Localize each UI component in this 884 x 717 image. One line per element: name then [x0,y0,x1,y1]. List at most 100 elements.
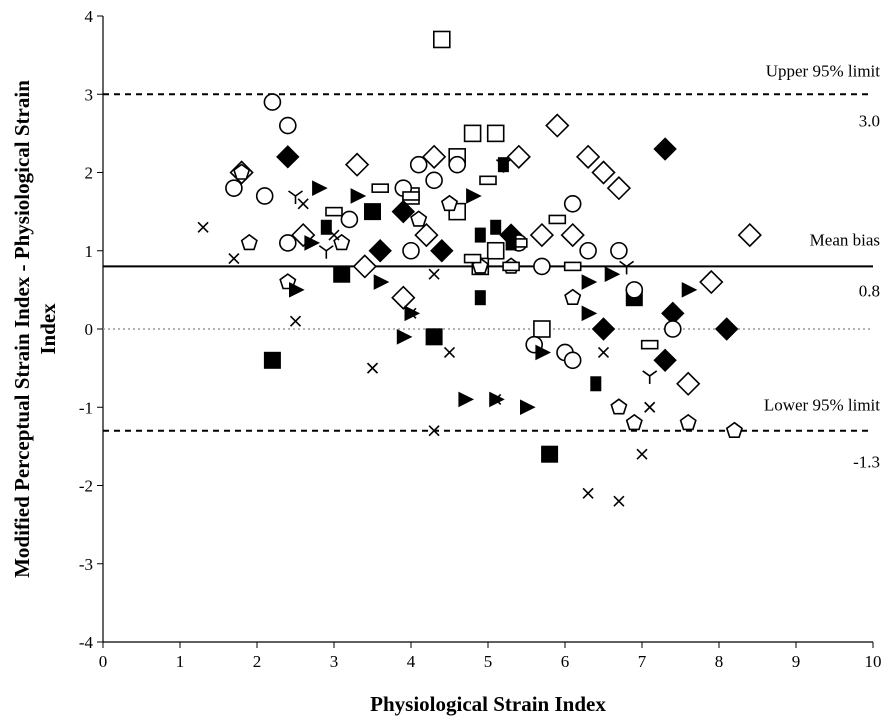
data-point-x [297,198,309,210]
upper-limit-label: Upper 95% limit [766,61,881,80]
data-point-open-square [486,124,505,143]
x-tick-label: 3 [330,652,339,671]
data-point-filled-diamond [591,317,616,341]
data-point-filled-rect [490,219,502,235]
data-point-open-circle [255,187,274,205]
y-axis-title-line1: Modified Perceptual Strain Index - Physi… [10,80,34,578]
data-point-x [636,448,648,460]
data-point-filled-diamond [368,239,392,263]
data-point-x [490,393,502,405]
x-tick-label: 4 [407,652,416,671]
data-point-filled-square [425,328,443,346]
data-point-open-pentagon [410,210,428,227]
x-tick-label: 7 [638,652,647,671]
annotations: Upper 95% limit 3.0 Mean bias 0.8 Lower … [764,61,880,471]
data-point-open-pentagon [564,288,582,306]
data-point-open-circle [263,93,282,111]
data-point-open-circle [625,281,644,299]
y-tick-label: -3 [79,555,93,574]
data-point-open-square [432,30,451,49]
data-point-open-rect [371,183,390,193]
data-point-open-diamond [575,144,601,169]
data-point-x [613,495,625,507]
lower-limit-label: Lower 95% limit [764,396,880,415]
data-point-filled-rect [590,376,602,392]
data-point-open-diamond [414,222,439,248]
data-point-open-circle [579,241,597,260]
data-point-filled-triangle-right [581,274,598,290]
data-point-open-pentagon [440,194,459,212]
x-tick-label: 2 [253,652,262,671]
y-tick-label: 0 [85,320,94,339]
data-point-filled-triangle-right [604,266,621,283]
data-point-open-diamond [699,269,724,295]
y-tick-label: 1 [85,242,94,261]
data-point-open-circle [402,241,420,260]
data-point-open-diamond [560,222,585,248]
data-point-filled-triangle-right [466,188,482,204]
data-point-open-circle [563,351,582,370]
x-tick-label: 0 [99,652,108,671]
data-point-open-pentagon [725,421,743,439]
data-point-filled-square [263,351,281,369]
y-tick-label: -1 [79,398,93,417]
data-point-open-pentagon [610,398,628,415]
data-point-open-circle [533,257,551,276]
data-point-x [582,487,594,499]
x-tick-label: 5 [484,652,493,671]
data-point-open-circle [448,155,467,174]
data-point-filled-triangle-right [350,188,367,204]
data-point-x [228,253,240,265]
data-point-filled-rect [474,290,486,306]
data-point-open-diamond [391,285,416,310]
data-point-open-rect [479,175,497,186]
data-point-tri-y [642,370,658,384]
data-point-filled-triangle-right [304,235,321,251]
data-point-filled-triangle-right [289,282,305,298]
axes: 0 1 2 3 4 5 6 7 8 9 10 -4 -3 -2 -1 0 1 2 3 4 [79,7,882,671]
data-point-filled-diamond [653,137,677,161]
data-point-open-pentagon [625,413,643,431]
mean-bias-label: Mean bias [810,230,880,249]
data-point-open-circle [278,234,297,252]
y-tick-label: 3 [85,85,94,104]
data-point-open-circle [425,171,443,190]
data-point-filled-triangle-right [373,274,390,290]
x-tick-label: 9 [792,652,801,671]
data-point-filled-triangle-right [396,329,413,345]
data-point-tri-y [288,190,303,204]
data-point-open-diamond [344,152,370,177]
mean-bias-value: 0.8 [859,281,880,300]
data-point-x [366,362,379,374]
upper-limit-value: 3.0 [859,111,880,130]
data-point-open-diamond [529,222,555,248]
data-point-open-square [463,124,482,143]
data-point-x [597,346,610,359]
data-point-open-circle [563,195,582,213]
data-point-open-rect [563,261,582,272]
data-point-open-circle [663,320,682,338]
data-point-filled-diamond [653,348,677,373]
data-point-open-circle [225,179,243,197]
data-point-filled-rect [505,235,517,251]
x-tick-label: 1 [176,652,185,671]
data-point-open-circle [278,116,297,135]
data-point-x [428,425,440,437]
x-axis-title: Physiological Strain Index [370,692,606,716]
data-point-open-rect [548,214,567,225]
data-point-open-pentagon [240,233,258,251]
data-point-open-circle [409,155,428,174]
data-point-open-rect [640,339,659,350]
data-point-open-circle [610,241,628,260]
data-point-filled-rect [474,227,486,243]
data-point-filled-triangle-right [681,282,698,298]
data-point-filled-triangle-right [535,344,552,361]
data-point-open-rect [502,261,520,272]
y-tick-label: 2 [85,164,94,183]
data-point-filled-triangle-right [581,305,598,322]
data-point-x [405,307,417,319]
data-point-filled-triangle-right [458,391,475,408]
data-point-open-diamond [421,144,447,169]
data-point-tri-y [619,260,635,275]
